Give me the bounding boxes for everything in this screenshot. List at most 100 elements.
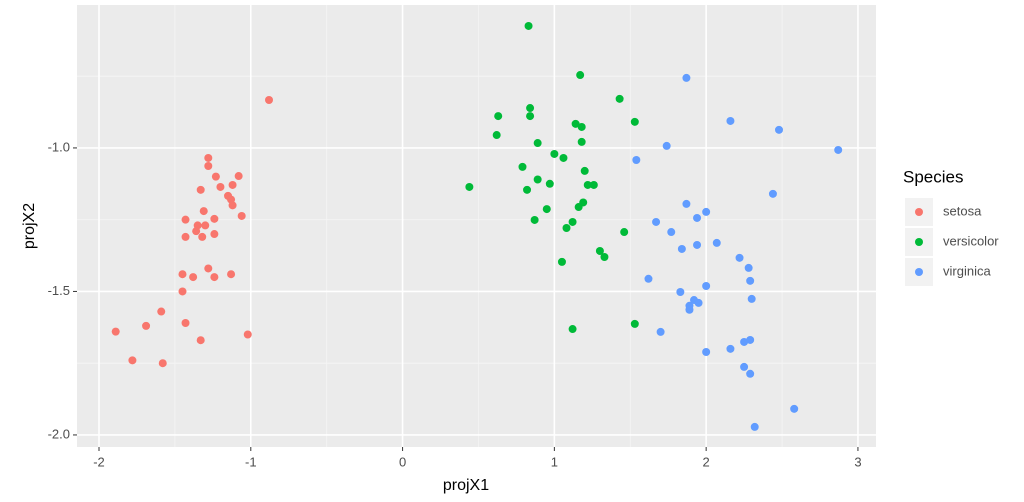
point (227, 270, 236, 279)
point (652, 217, 661, 226)
point (204, 264, 213, 273)
point (234, 172, 243, 181)
point (210, 230, 219, 239)
point (644, 274, 653, 283)
point (181, 319, 190, 328)
point (557, 257, 566, 266)
point (533, 139, 542, 148)
point (196, 336, 205, 345)
x-tick-label: 3 (854, 454, 861, 469)
point (662, 141, 671, 150)
point (189, 273, 198, 282)
point (746, 276, 755, 285)
point (192, 227, 201, 236)
y-tick-label: -1.0 (48, 139, 70, 154)
point (142, 321, 151, 330)
point (201, 221, 210, 230)
point (574, 203, 583, 212)
point (694, 298, 703, 307)
legend-label: versicolor (943, 233, 999, 248)
point (526, 112, 535, 121)
point (199, 207, 208, 216)
point (702, 347, 711, 356)
point (740, 362, 749, 371)
point (726, 344, 735, 353)
point (693, 213, 702, 222)
point (630, 117, 639, 126)
point (265, 96, 274, 105)
point (712, 238, 721, 247)
point (735, 253, 744, 262)
point (589, 180, 598, 189)
point (702, 281, 711, 290)
panel (77, 5, 876, 447)
point (600, 252, 609, 261)
point (667, 228, 676, 237)
point (211, 172, 220, 181)
x-tick-label: -1 (245, 454, 257, 469)
point (228, 180, 237, 189)
point (494, 112, 503, 121)
y-axis-title: projX2 (21, 203, 38, 249)
point (111, 327, 120, 336)
legend-title: Species (903, 167, 963, 186)
point (747, 294, 756, 303)
point (568, 325, 577, 334)
x-tick-label: 1 (551, 454, 558, 469)
point (740, 337, 749, 346)
point (157, 307, 166, 316)
point (656, 327, 665, 336)
point (750, 422, 759, 431)
grid (77, 5, 876, 447)
point (676, 288, 685, 297)
point (580, 166, 589, 175)
points (111, 21, 843, 431)
point (216, 182, 225, 191)
x-tick-label: 2 (703, 454, 710, 469)
point (576, 71, 585, 80)
point (533, 175, 542, 184)
point (744, 263, 753, 272)
point (204, 153, 213, 162)
legend-swatch (915, 268, 923, 276)
point (595, 246, 604, 255)
legend-swatch (915, 238, 923, 246)
point (492, 131, 501, 140)
legend-label: virginica (943, 263, 991, 278)
point (768, 189, 777, 198)
point (775, 125, 784, 134)
point (726, 116, 735, 125)
point (178, 287, 187, 296)
point (583, 180, 592, 189)
point (550, 149, 559, 158)
point (790, 404, 799, 413)
point (545, 179, 554, 188)
point (210, 273, 219, 282)
point (181, 232, 190, 241)
point (228, 201, 237, 210)
point (620, 228, 629, 237)
legend-label: setosa (943, 203, 982, 218)
y-tick-label: -1.5 (48, 283, 70, 298)
point (237, 211, 246, 220)
x-axis-title: projX1 (443, 477, 489, 494)
x-tick-label: -2 (93, 454, 105, 469)
point (243, 330, 252, 339)
point (685, 305, 694, 314)
point (571, 119, 580, 128)
point (542, 205, 551, 214)
point (568, 217, 577, 226)
point (693, 240, 702, 249)
point (128, 356, 137, 365)
point (702, 207, 711, 216)
point (562, 224, 571, 233)
legend-swatch (915, 208, 923, 216)
point (746, 369, 755, 378)
point (524, 21, 533, 30)
point (834, 145, 843, 154)
point (746, 335, 755, 344)
point (523, 185, 532, 194)
point (682, 199, 691, 208)
point (677, 244, 686, 253)
y-tick-label: -2.0 (48, 426, 70, 441)
